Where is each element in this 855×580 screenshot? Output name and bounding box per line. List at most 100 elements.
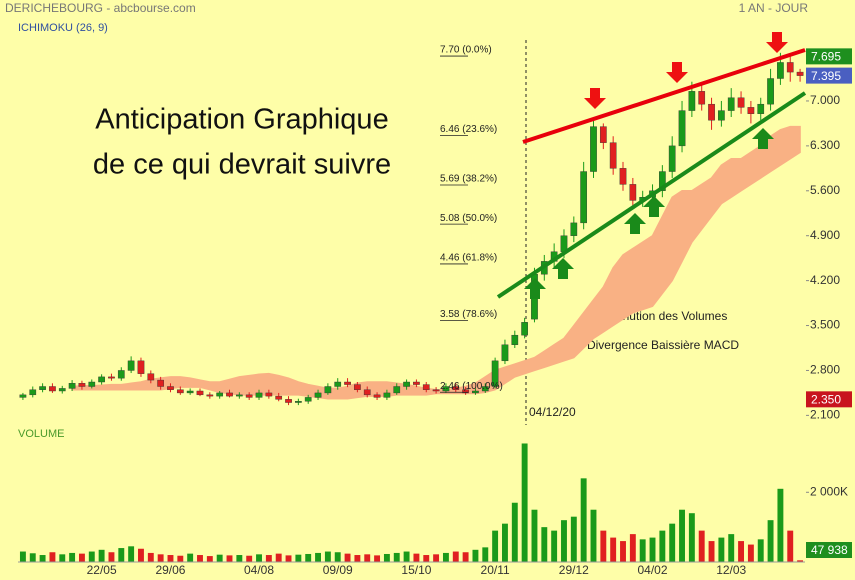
candle-body [786, 62, 794, 73]
volume-bar [236, 555, 243, 562]
volume-bar [98, 549, 105, 562]
volume-title: VOLUME [18, 428, 64, 440]
x-tick-label: 29/12 [559, 563, 589, 577]
candle-body [78, 383, 86, 387]
candle-body [383, 392, 391, 398]
volume-bar [295, 554, 302, 562]
candle-body [216, 392, 224, 397]
volume-bar [442, 552, 449, 562]
volume-bar [246, 555, 253, 562]
volume-bar [324, 551, 331, 562]
volume-bar [275, 553, 282, 562]
candle-body [295, 401, 302, 403]
volume-bar [590, 509, 597, 562]
candle-body [629, 184, 637, 201]
candle-body [590, 126, 597, 172]
source: DERICHEBOURG - abcbourse.com [5, 1, 196, 15]
volume-bar [659, 530, 666, 562]
candle-body [491, 360, 499, 387]
volume-bar [383, 553, 390, 562]
candle-body [137, 360, 145, 374]
volume-bar [413, 553, 420, 562]
volume-bar [531, 509, 538, 562]
x-tick-label: 15/10 [401, 563, 431, 577]
volume-bar [59, 554, 66, 562]
period: 1 AN - JOUR [739, 1, 809, 15]
price-label-box [806, 542, 852, 558]
candle-body [196, 390, 204, 396]
candle-body [501, 344, 509, 362]
candle-body [304, 397, 312, 402]
volume-bar [344, 553, 351, 562]
candle-body [68, 383, 76, 389]
volume-bar [206, 556, 213, 562]
x-tick-label: 22/05 [87, 563, 117, 577]
volume-bar [688, 513, 695, 562]
volume-bar [629, 534, 636, 562]
candle-body [422, 384, 430, 390]
volume-bar [669, 523, 676, 562]
volume-bar [708, 541, 715, 562]
volume-bar [698, 530, 705, 562]
volume-bar [108, 552, 115, 562]
candle-body [373, 394, 381, 398]
volume-bar [757, 539, 764, 562]
candle-body [462, 389, 469, 394]
candle-body [688, 91, 696, 111]
y-tick-label: 7.000 [810, 93, 840, 107]
fib-label: 5.69 (38.2%) [440, 174, 497, 185]
candle-body [255, 392, 263, 398]
volume-bar [561, 520, 567, 562]
volume-bar [423, 555, 430, 562]
candle-body [117, 370, 125, 379]
volume-bar [570, 516, 577, 562]
x-tick-label: 20/11 [481, 563, 510, 577]
candle-body [511, 334, 519, 345]
volume-bar [767, 520, 774, 562]
candle-body [413, 381, 420, 385]
y-tick-label: 4.900 [810, 228, 840, 242]
x-tick-label: 29/06 [155, 563, 185, 577]
volume-bar [157, 554, 164, 562]
candle-body [29, 389, 37, 396]
down-arrow [766, 32, 788, 53]
candle-body [609, 142, 617, 169]
candle-body [49, 386, 56, 392]
y-tick-label: 2 000K [810, 484, 848, 498]
volume-bar [511, 502, 518, 562]
candle-body [285, 399, 292, 403]
price-label-box [806, 67, 852, 84]
volume-bar [492, 530, 499, 562]
candle-body [452, 386, 460, 390]
up-arrows [524, 128, 774, 299]
candle-body [757, 103, 765, 114]
up-arrow [524, 278, 546, 299]
volume-bar [482, 547, 489, 562]
candle-body [472, 390, 479, 394]
candle-body [432, 389, 440, 392]
volume-bar [19, 551, 26, 562]
volume-bar [167, 555, 174, 562]
candle-body [698, 91, 706, 105]
volume-bar [551, 530, 558, 562]
volume-bar [138, 548, 144, 562]
candle-body [668, 145, 676, 172]
volume-bar [462, 552, 469, 562]
candle-body [245, 394, 253, 398]
volume-bar [285, 555, 292, 562]
y-tick-label: 2.800 [810, 363, 840, 377]
volume-bar [797, 560, 804, 562]
candle-body [521, 322, 528, 336]
candle-body [619, 168, 627, 185]
candle-body [708, 103, 715, 121]
volume-bar [49, 552, 56, 562]
volume-bar [315, 552, 321, 562]
price-label-box [806, 391, 852, 408]
candle-body [19, 394, 27, 398]
support-line [496, 91, 807, 299]
volume-bar [393, 552, 400, 562]
volume-bar [728, 534, 735, 562]
volume-bar [472, 549, 479, 562]
candle-body [767, 78, 774, 105]
